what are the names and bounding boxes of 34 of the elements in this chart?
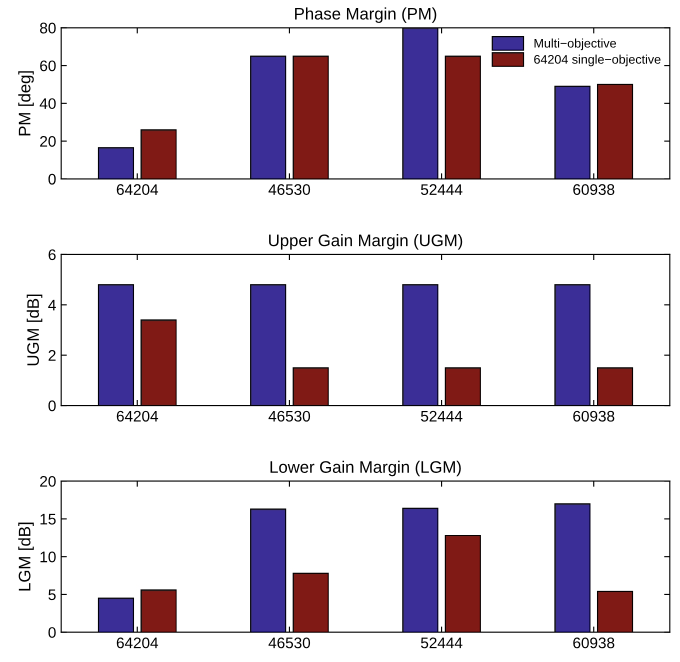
x-tick-label: 60938 bbox=[573, 637, 614, 648]
y-axis-title: UGM [dB] bbox=[26, 294, 42, 366]
x-tick-label: 46530 bbox=[268, 410, 310, 422]
x-tick-label: 52444 bbox=[420, 184, 462, 195]
y-tick-label: 5 bbox=[48, 589, 56, 600]
y-tick-label: 10 bbox=[40, 552, 56, 562]
chart-title: Lower Gain Margin (LGM) bbox=[270, 460, 461, 476]
y-tick-label: 20 bbox=[40, 136, 56, 147]
x-tick-label: 46530 bbox=[268, 184, 310, 195]
legend-label: 64204 single−objective bbox=[534, 54, 660, 66]
y-tick-label: 0 bbox=[48, 400, 56, 412]
x-tick-label: 52444 bbox=[420, 637, 462, 648]
y-tick-label: 4 bbox=[48, 300, 56, 310]
y-axis-title: LGM [dB] bbox=[18, 522, 34, 590]
x-tick-label: 60938 bbox=[573, 410, 614, 422]
y-axis-title: PM [deg] bbox=[18, 71, 34, 136]
x-tick-label: 64204 bbox=[116, 410, 158, 422]
x-tick-label: 60938 bbox=[573, 184, 614, 195]
chart-title: Upper Gain Margin (UGM) bbox=[269, 234, 462, 250]
x-tick-label: 52444 bbox=[420, 410, 462, 422]
y-tick-label: 20 bbox=[40, 476, 56, 487]
y-tick-label: 15 bbox=[40, 514, 56, 525]
y-tick-label: 80 bbox=[40, 22, 56, 34]
legend-label: Multi−objective bbox=[534, 38, 616, 50]
y-tick-label: 40 bbox=[40, 98, 56, 110]
y-tick-label: 2 bbox=[48, 350, 56, 361]
x-tick-label: 64204 bbox=[116, 637, 158, 648]
x-tick-label: 64204 bbox=[116, 184, 158, 195]
y-tick-label: 6 bbox=[48, 249, 56, 260]
y-tick-label: 0 bbox=[48, 627, 56, 638]
chart-title: Phase Margin (PM) bbox=[295, 7, 436, 23]
x-tick-label: 46530 bbox=[268, 637, 310, 648]
y-tick-label: 0 bbox=[48, 174, 56, 185]
y-tick-label: 60 bbox=[40, 60, 56, 72]
